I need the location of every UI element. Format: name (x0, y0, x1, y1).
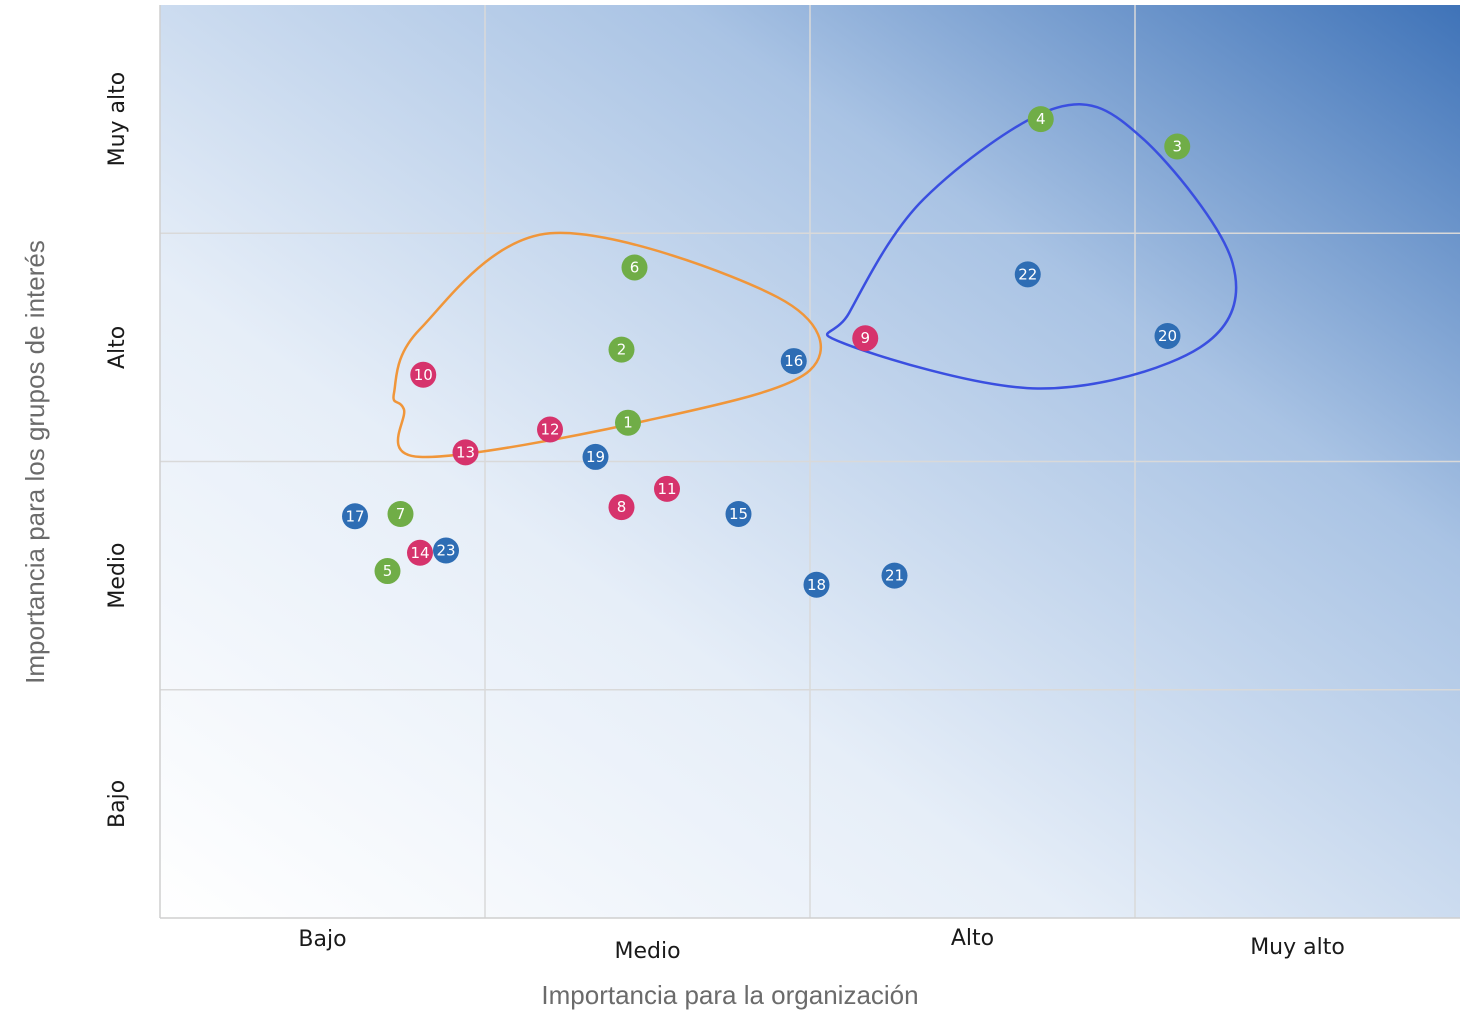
point-marker (725, 500, 752, 527)
point-marker (433, 537, 459, 564)
x-tick-label: Alto (951, 926, 994, 951)
point-label: 5 (383, 562, 393, 580)
y-tick-label: Alto (105, 326, 130, 369)
point-marker (342, 503, 368, 530)
x-tick-label: Muy alto (1250, 935, 1345, 960)
y-axis-title: Importancia para los grupos de interés (20, 240, 50, 684)
data-point: 11 (654, 475, 680, 502)
point-marker (1027, 106, 1054, 133)
point-marker (615, 409, 641, 436)
x-tick-label: Medio (614, 939, 680, 964)
data-point: 15 (725, 500, 752, 527)
x-tick-labels: Bajo Medio Alto Muy alto (298, 926, 1344, 964)
data-point: 9 (852, 325, 879, 352)
point-label: 9 (860, 329, 870, 347)
data-point: 14 (407, 539, 433, 566)
point-marker (582, 443, 609, 470)
data-point: 10 (410, 361, 437, 388)
data-point: 22 (1014, 261, 1041, 288)
point-label: 1 (623, 414, 633, 432)
point-label: 8 (617, 498, 627, 516)
data-point: 16 (780, 348, 807, 375)
data-point: 1 (615, 409, 641, 436)
data-point: 7 (387, 500, 414, 527)
point-label: 21 (885, 567, 904, 585)
group-outline (826, 103, 1238, 390)
point-marker (410, 361, 437, 388)
point-label: 7 (396, 505, 406, 523)
point-label: 17 (345, 507, 364, 525)
point-label: 23 (436, 542, 455, 560)
point-marker (654, 475, 680, 502)
data-point: 8 (608, 494, 635, 521)
point-label: 4 (1036, 110, 1046, 128)
point-label: 15 (729, 505, 748, 523)
data-point: 4 (1027, 106, 1054, 133)
data-point: 3 (1164, 133, 1191, 160)
point-marker (780, 348, 807, 375)
point-label: 16 (784, 352, 803, 370)
point-marker (387, 500, 414, 527)
point-label: 14 (410, 544, 429, 562)
data-point: 20 (1154, 322, 1181, 349)
data-point: 2 (608, 336, 635, 363)
point-label: 3 (1172, 138, 1182, 156)
point-label: 20 (1158, 327, 1177, 345)
x-tick-label: Bajo (298, 927, 346, 952)
point-marker (803, 571, 830, 598)
y-tick-label: Muy alto (105, 72, 130, 167)
grid (159, 5, 1460, 919)
point-marker (1154, 322, 1181, 349)
point-marker (1164, 133, 1191, 160)
point-marker (621, 254, 648, 281)
data-point: 6 (621, 254, 648, 281)
point-marker (852, 325, 879, 352)
data-point: 18 (803, 571, 830, 598)
point-marker (452, 439, 479, 466)
point-label: 2 (617, 341, 627, 359)
point-marker (608, 494, 635, 521)
point-label: 18 (807, 576, 826, 594)
y-tick-label: Bajo (105, 780, 130, 828)
data-point: 19 (582, 443, 609, 470)
point-label: 6 (630, 258, 640, 276)
point-marker (537, 416, 563, 443)
data-point: 17 (342, 503, 368, 530)
y-tick-labels: Bajo Medio Alto Muy alto (105, 72, 130, 828)
data-point: 23 (433, 537, 459, 564)
point-label: 13 (456, 443, 475, 461)
point-label: 12 (540, 421, 559, 439)
point-marker (608, 336, 635, 363)
data-point: 13 (452, 439, 479, 466)
group-outlines (392, 103, 1238, 459)
group-outline (392, 231, 822, 459)
data-point: 5 (374, 558, 401, 585)
point-marker (374, 558, 401, 585)
point-marker (881, 562, 908, 589)
point-label: 22 (1018, 265, 1037, 283)
data-point: 12 (537, 416, 563, 443)
point-label: 19 (586, 448, 605, 466)
point-label: 10 (414, 366, 433, 384)
data-point: 21 (881, 562, 908, 589)
point-label: 11 (657, 480, 676, 498)
point-marker (407, 539, 433, 566)
x-axis-title: Importancia para la organización (541, 980, 918, 1010)
y-tick-label: Medio (105, 543, 130, 609)
point-marker (1014, 261, 1041, 288)
